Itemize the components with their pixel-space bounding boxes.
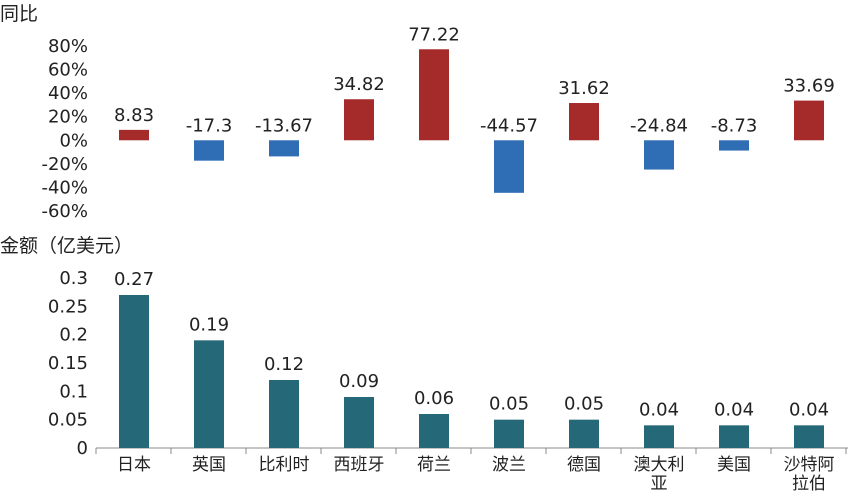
yoy-value-label: 33.69 — [783, 76, 835, 97]
amount-tick-label: 0 — [77, 438, 88, 459]
yoy-tick-label: 40% — [48, 83, 88, 104]
yoy-bar — [119, 129, 149, 141]
amount-tick-label: 0.2 — [59, 325, 88, 346]
yoy-axis-title: 同比 — [0, 3, 38, 25]
category-label: 澳大利 — [634, 455, 685, 475]
amount-bar — [344, 397, 374, 448]
yoy-value-label: 34.82 — [333, 74, 385, 95]
yoy-value-label: -17.3 — [186, 115, 233, 136]
category-label: 英国 — [192, 455, 226, 475]
category-label: 美国 — [717, 455, 751, 475]
yoy-value-label: 31.62 — [558, 78, 610, 99]
category-label: 西班牙 — [334, 455, 385, 475]
yoy-value-label: -8.73 — [711, 115, 758, 136]
amount-chart: 0.3 0.25 0.2 0.15 0.1 0.05 0 0.27 日本 0.19 英国 0.12 比利… — [48, 268, 848, 494]
yoy-value-label: -44.57 — [480, 115, 538, 136]
yoy-bar — [494, 140, 524, 193]
category-label: 沙特阿 — [784, 455, 835, 475]
amount-bar — [419, 414, 449, 448]
amount-bar — [119, 295, 149, 448]
yoy-bar — [569, 103, 599, 141]
category-label: 拉伯 — [792, 474, 826, 493]
amount-bar — [269, 380, 299, 448]
amount-bar — [794, 425, 824, 448]
yoy-tick-label: 60% — [48, 60, 88, 81]
amount-value-label: 0.04 — [639, 399, 679, 420]
category-label: 比利时 — [259, 455, 310, 475]
amount-axis-title: 金额（亿美元） — [0, 235, 133, 257]
category-label: 德国 — [567, 455, 601, 475]
yoy-bar — [644, 140, 674, 170]
yoy-value-label: -13.67 — [255, 115, 313, 136]
yoy-bar — [344, 99, 374, 141]
yoy-value-label: 77.22 — [408, 24, 460, 45]
amount-tick-label: 0.15 — [48, 353, 88, 374]
amount-value-label: 0.12 — [264, 354, 304, 375]
yoy-bar — [194, 140, 224, 161]
yoy-bar — [794, 100, 824, 141]
yoy-tick-label: 0% — [59, 130, 88, 151]
yoy-bar — [719, 140, 749, 151]
amount-value-label: 0.06 — [414, 388, 454, 409]
yoy-value-label: 8.83 — [114, 105, 154, 126]
amount-tick-label: 0.3 — [59, 268, 88, 289]
yoy-tick-label: -60% — [41, 201, 88, 222]
yoy-chart: 80% 60%40% 20%0% -20%-40% -60% 8.83 -17.3 -13.6… — [41, 24, 834, 222]
amount-value-label: 0.05 — [489, 394, 529, 415]
category-label: 波兰 — [492, 455, 526, 475]
amount-value-label: 0.19 — [189, 314, 229, 335]
amount-value-label: 0.27 — [114, 269, 154, 290]
amount-tick-label: 0.1 — [59, 381, 88, 402]
yoy-tick-label: 20% — [48, 107, 88, 128]
amount-bar — [719, 425, 749, 448]
amount-tick-label: 0.05 — [48, 410, 88, 431]
amount-bar — [494, 419, 524, 448]
amount-value-label: 0.04 — [789, 399, 829, 420]
amount-bar — [194, 340, 224, 448]
yoy-bar — [269, 140, 299, 157]
category-label: 荷兰 — [417, 455, 451, 475]
amount-value-label: 0.04 — [714, 399, 754, 420]
category-label: 日本 — [117, 455, 151, 475]
yoy-tick-label: -40% — [41, 177, 88, 198]
yoy-tick-label: 80% — [48, 36, 88, 57]
amount-tick-label: 0.25 — [48, 296, 88, 317]
amount-value-label: 0.09 — [339, 371, 379, 392]
category-label: 亚 — [651, 474, 668, 493]
yoy-tick-label: -20% — [41, 154, 88, 175]
amount-value-label: 0.05 — [564, 394, 604, 415]
amount-bar — [569, 419, 599, 448]
yoy-value-label: -24.84 — [630, 115, 688, 136]
yoy-bar — [419, 49, 449, 141]
amount-bar — [644, 425, 674, 448]
